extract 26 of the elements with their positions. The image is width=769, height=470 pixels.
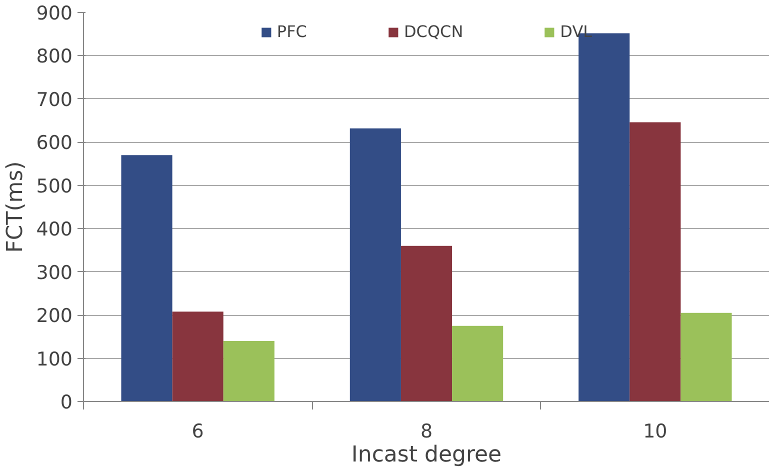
bar xyxy=(172,312,224,402)
y-tick-label: 300 xyxy=(36,262,72,284)
x-tick-label: 8 xyxy=(420,420,433,442)
bar xyxy=(452,326,504,402)
y-tick-label: 0 xyxy=(60,392,73,414)
y-tick-label: 800 xyxy=(36,46,72,68)
y-tick-label: 100 xyxy=(36,348,72,370)
bar xyxy=(400,246,452,402)
x-tick-label: 10 xyxy=(643,420,668,442)
legend-label: PFC xyxy=(276,22,307,41)
legend-label: DCQCN xyxy=(404,22,464,41)
bar xyxy=(630,122,681,402)
x-tick-label: 6 xyxy=(192,420,204,442)
legend-label: DVL xyxy=(560,22,592,41)
y-tick-label: 400 xyxy=(36,218,72,241)
bar xyxy=(121,155,172,402)
x-axis-title: Incast degree xyxy=(351,442,502,468)
y-tick-label: 500 xyxy=(36,175,72,198)
y-tick-label: 600 xyxy=(36,132,72,154)
y-tick-label: 900 xyxy=(36,2,72,24)
bar xyxy=(223,340,274,402)
bar xyxy=(680,312,732,402)
y-axis-title: FCT(ms) xyxy=(3,161,28,253)
y-tick-label: 200 xyxy=(36,305,72,328)
bar xyxy=(350,128,401,402)
y-tick-label: 700 xyxy=(36,88,72,111)
